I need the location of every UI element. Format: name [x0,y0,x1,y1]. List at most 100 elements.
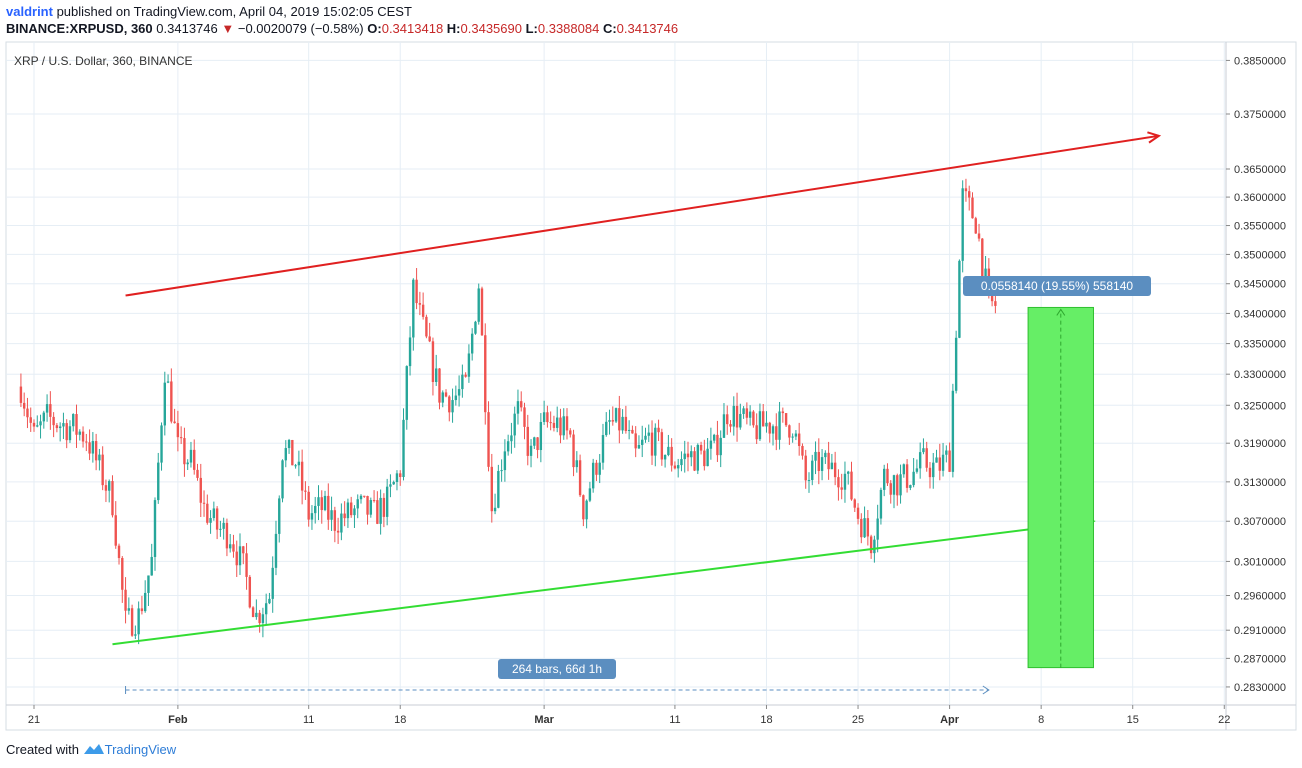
candle-body [251,607,255,618]
candle-body [536,437,539,451]
price-axis[interactable]: 0.3850000 0.3750000 0.3650000 0.3600000 0.35… [1226,55,1286,694]
candle-body [297,461,301,466]
price-range-box[interactable] [1027,306,1094,669]
candle-body [853,499,856,508]
candle-body [333,510,337,531]
y-tick-label: 0.2830000 [1234,682,1286,694]
candle-body [729,424,732,427]
candle-body [428,336,431,342]
candle-body [143,592,147,612]
close-value: 0.3413746 [616,21,679,36]
candle-body [284,448,287,461]
candle-body [408,337,412,367]
candle-body [425,316,428,337]
y-tick-label: 0.3190000 [1234,438,1286,450]
candle-body [961,188,964,261]
y-tick-label: 0.3250000 [1234,400,1286,412]
candle-body [330,510,333,520]
change-down-icon: ▼ [221,21,235,36]
candle-body [163,382,166,426]
candle-body [847,471,850,474]
candle-body [327,495,330,520]
support-trendline[interactable] [112,520,1094,646]
candle-body [157,462,160,501]
y-tick-label: 0.3300000 [1234,369,1286,381]
candle-body [755,425,758,440]
candle-body [111,481,114,516]
price-chart[interactable]: 264 bars, 66d 1h 0.0558140 (19.55%) 55814… [0,0,1302,740]
candle-body [588,488,592,501]
candle-body [883,468,886,490]
candle-body [605,421,608,436]
y-tick-label: 0.3450000 [1234,279,1286,291]
candle-body [768,422,771,434]
date-range-arrowhead [982,685,990,695]
x-tick-label: 8 [1038,714,1044,726]
x-tick-label: 18 [394,714,406,726]
candle-body [951,390,955,472]
time-axis[interactable]: 21 Feb 11 18 Mar 11 18 25 Apr 8 15 22 [28,705,1231,726]
candle-body [850,471,853,500]
candle-body [317,497,320,506]
candle-body [166,381,170,383]
symbol-label: BINANCE:XRPUSD, 360 [6,21,153,36]
candle-body [438,368,441,403]
high-value: 0.3435690 [460,21,522,36]
candle-body [935,457,938,463]
candle-body [523,407,526,427]
candle-body [513,413,516,436]
candle-body [392,481,395,485]
candle-body [58,426,62,429]
candle-body [39,421,42,426]
candle-body [130,608,134,636]
candle-body [781,411,785,414]
candle-body [300,461,304,491]
candle-body [801,445,804,456]
author-link[interactable]: valdrint [6,4,53,19]
candle-body [814,451,817,461]
candle-body [732,405,735,427]
candle-body [627,429,631,431]
candle-body [582,495,585,520]
candle-body [395,473,399,482]
candle-body [480,288,484,336]
candle-body [958,260,961,338]
candle-body [569,430,572,435]
candle-body [902,464,906,475]
candle-body [925,448,928,468]
candle-body [663,455,667,460]
candle-body [91,441,95,454]
candle-body [470,333,474,354]
candle-body [657,427,660,433]
resistance-trendline[interactable] [125,134,1160,297]
candle-body [896,475,899,496]
candle-body [336,530,340,533]
candle-body [121,558,124,590]
y-tick-label: 0.3600000 [1234,192,1286,204]
candle-body [248,576,252,608]
candle-body [153,500,157,557]
candle-body [981,238,984,279]
candle-body [735,405,739,428]
candle-body [591,462,595,489]
tradingview-logo-icon [83,744,104,754]
candle-body [49,404,52,417]
tradingview-brand[interactable]: TradingView [104,742,177,757]
candle-body [654,427,657,456]
candle-body [565,416,569,431]
candle-body [385,486,389,517]
candle-body [314,505,317,514]
candle-body [29,417,32,423]
open-label: O: [367,21,382,36]
candle-body [709,440,713,449]
date-range-label: 264 bars, 66d 1h [512,662,602,676]
candle-body [137,608,140,635]
candle-body [484,335,487,413]
candle-body [356,499,359,509]
candle-body [176,423,180,438]
candle-body [726,414,729,425]
candle-body [26,408,29,418]
candle-body [712,434,716,441]
resistance-trendline-arrowhead [1147,131,1162,144]
last-price: 0.3413746 [156,21,218,36]
